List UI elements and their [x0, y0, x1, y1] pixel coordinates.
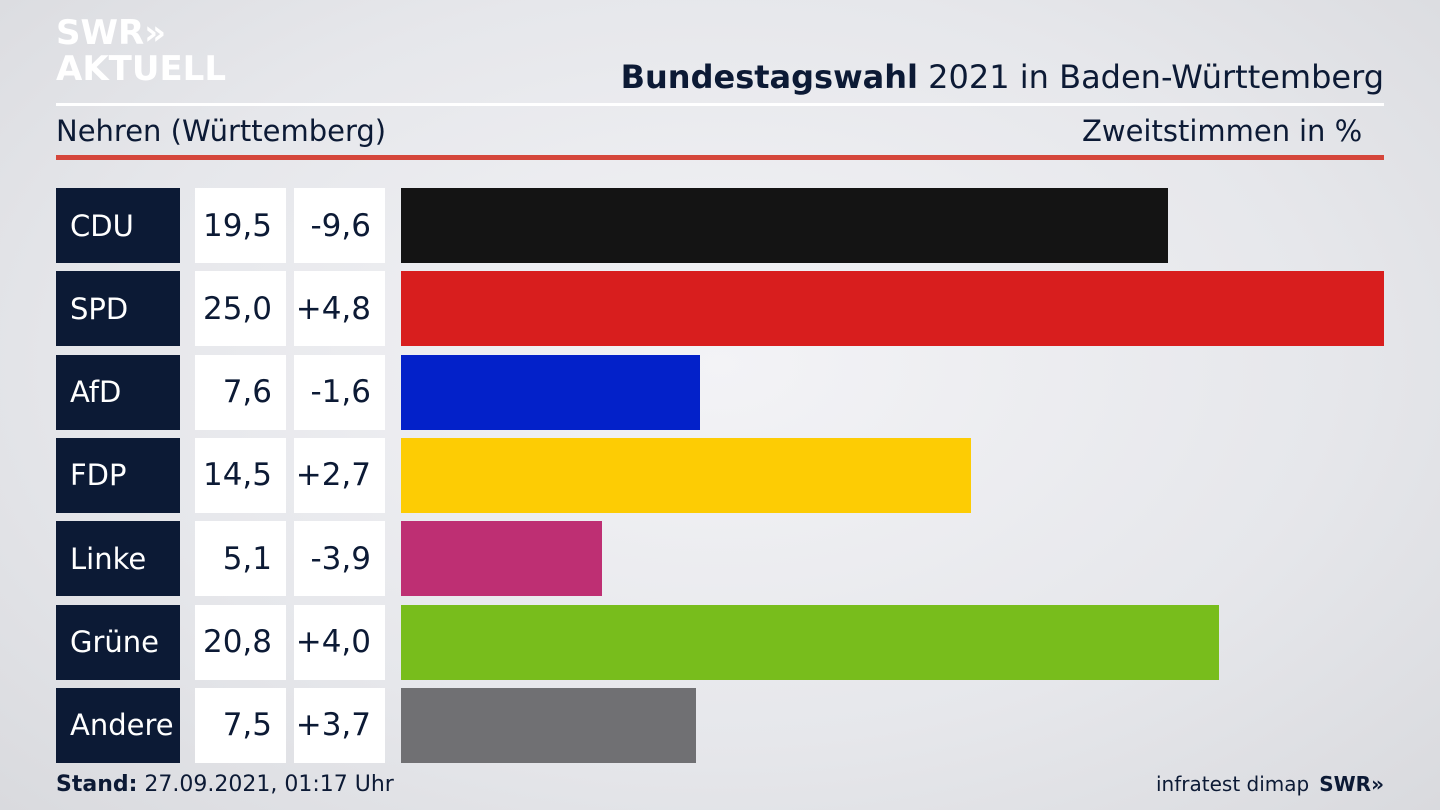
- unit-label: in %: [1299, 114, 1363, 148]
- party-label: Grüne: [56, 604, 180, 680]
- vote-share-value: 14,5: [195, 437, 286, 513]
- party-label: Andere: [56, 687, 180, 763]
- party-label: CDU: [56, 188, 180, 263]
- vote-share-bar: [401, 188, 1168, 263]
- source-credit: infratest dimap SWR»: [1156, 772, 1384, 796]
- header-divider: [56, 103, 1384, 106]
- vote-share-bar: [401, 521, 602, 597]
- accent-divider: [56, 155, 1384, 160]
- party-row: AfD 7,6 -1,6: [0, 354, 1440, 430]
- vote-share-bar: [401, 604, 1219, 680]
- party-row: SPD 25,0 +4,8: [0, 271, 1440, 347]
- party-label: Linke: [56, 521, 180, 597]
- vote-change-value: +4,8: [294, 271, 385, 347]
- vote-change-value: -3,9: [294, 521, 385, 597]
- source-name: infratest dimap: [1156, 772, 1310, 796]
- party-row: CDU 19,5 -9,6: [0, 188, 1440, 263]
- vote-share-value: 7,6: [195, 354, 286, 430]
- stand-label: Stand:: [56, 772, 138, 797]
- swr-aktuell-logo: SWR» AKTUELL: [56, 16, 226, 86]
- vote-share-bar: [401, 354, 700, 430]
- party-row: Linke 5,1 -3,9: [0, 521, 1440, 597]
- logo-line-1: SWR»: [56, 13, 167, 53]
- vote-share-bar: [401, 437, 972, 513]
- party-row: Andere 7,5 +3,7: [0, 687, 1440, 763]
- title-rest: 2021 in Baden-Württemberg: [917, 58, 1384, 96]
- vote-change-value: +3,7: [294, 687, 385, 763]
- title-bold: Bundestagswahl: [620, 58, 918, 96]
- party-label: SPD: [56, 271, 180, 347]
- vote-share-bar: [401, 271, 1384, 347]
- vote-share-bar: [401, 687, 696, 763]
- party-row: FDP 14,5 +2,7: [0, 437, 1440, 513]
- stand-value: 27.09.2021, 01:17 Uhr: [137, 772, 394, 797]
- vote-share-value: 5,1: [195, 521, 286, 597]
- municipality-name: Nehren (Württemberg): [56, 114, 387, 148]
- logo-line-2: AKTUELL: [56, 49, 227, 89]
- page-title: Bundestagswahl 2021 in Baden-Württemberg: [621, 58, 1384, 96]
- vote-change-value: +4,0: [294, 604, 385, 680]
- vote-share-value: 19,5: [195, 188, 286, 263]
- timestamp: Stand: 27.09.2021, 01:17 Uhr: [56, 772, 394, 797]
- vote-share-value: 25,0: [195, 271, 286, 347]
- swr-brand-logo: SWR»: [1319, 772, 1384, 796]
- vote-type-label: Zweitstimmen: [1082, 114, 1291, 148]
- vote-share-value: 7,5: [195, 687, 286, 763]
- party-label: AfD: [56, 354, 180, 430]
- vote-change-value: +2,7: [294, 437, 385, 513]
- party-row: Grüne 20,8 +4,0: [0, 604, 1440, 680]
- party-label: FDP: [56, 437, 180, 513]
- vote-change-value: -9,6: [294, 188, 385, 263]
- vote-share-value: 20,8: [195, 604, 286, 680]
- vote-change-value: -1,6: [294, 354, 385, 430]
